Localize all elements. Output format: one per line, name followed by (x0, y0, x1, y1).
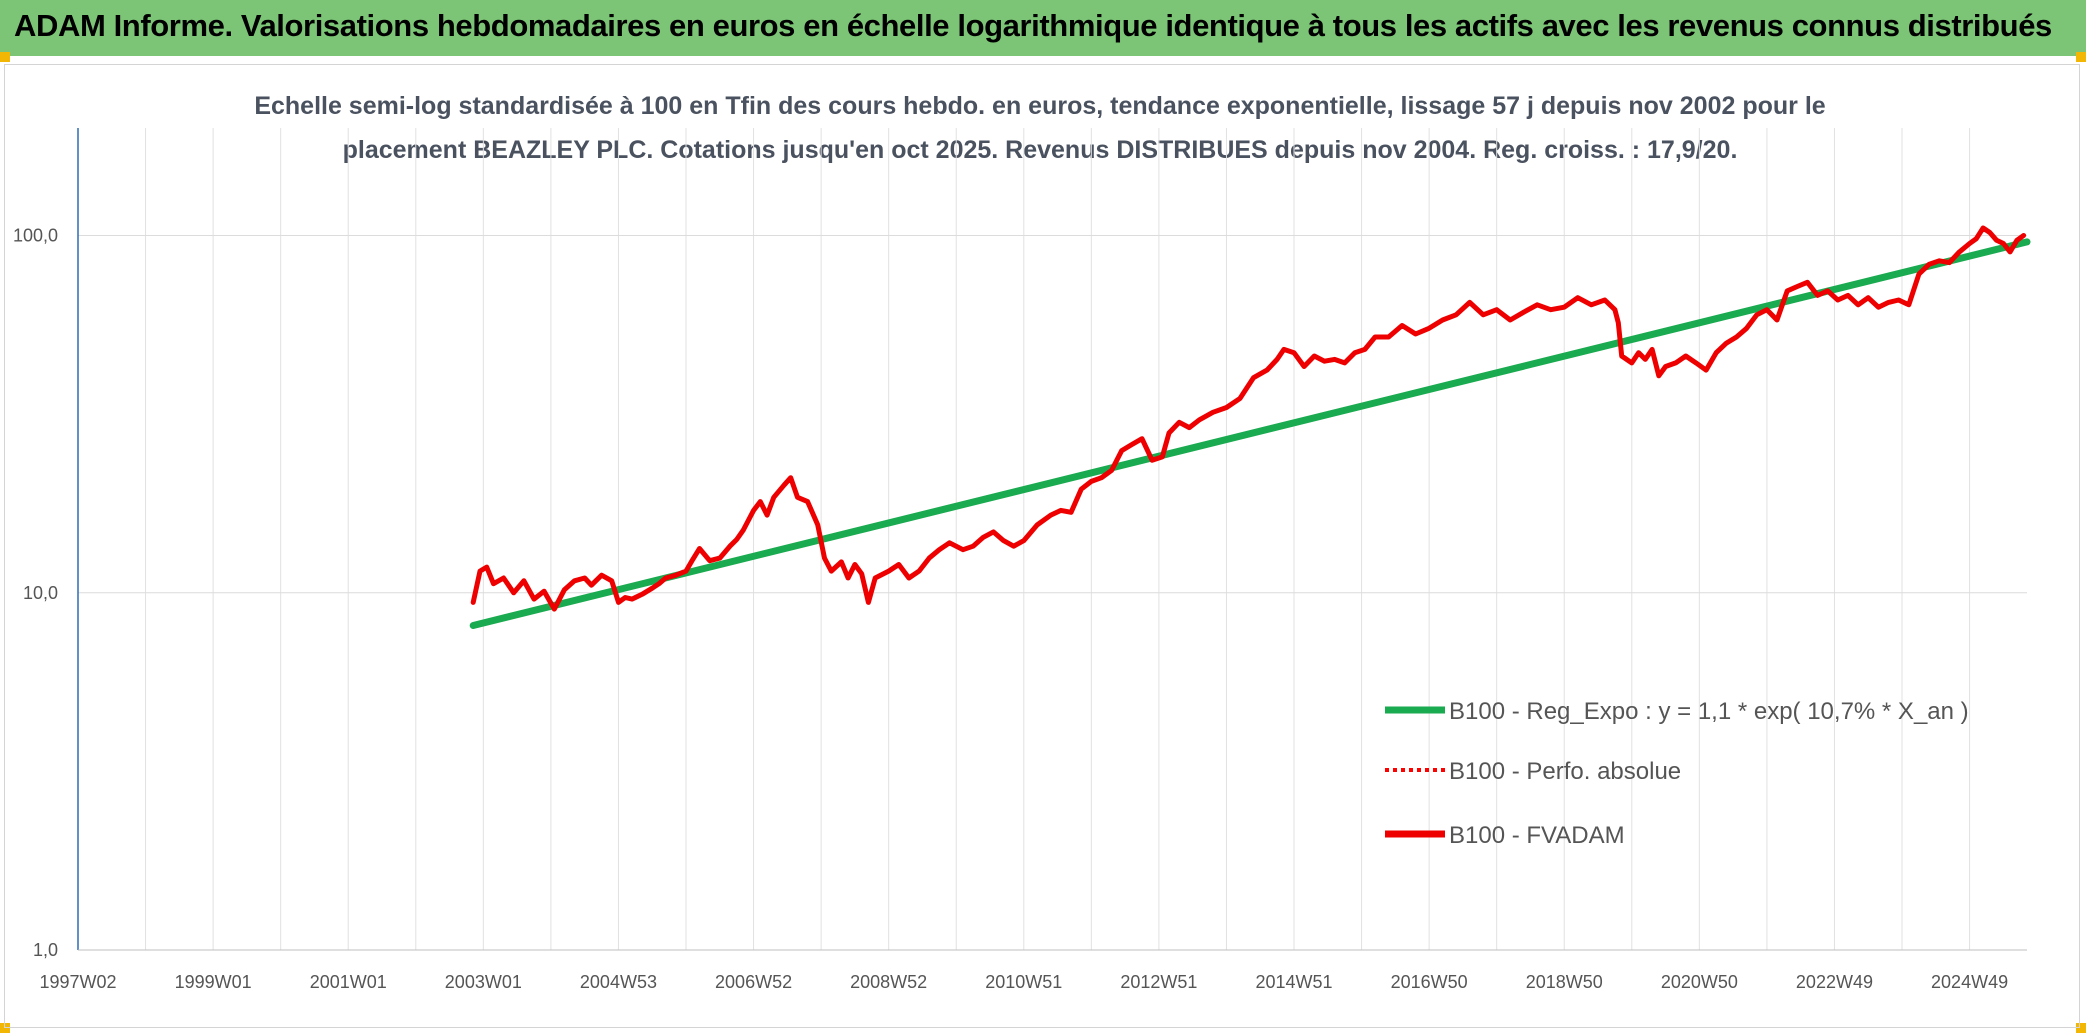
chart-title-line-2: placement BEAZLEY PLC. Cotations jusqu'e… (342, 136, 1738, 164)
x-tick-label: 2003W01 (445, 972, 522, 992)
chart-frame (4, 64, 2080, 1028)
legend-label-perfo-absolue: B100 - Perfo. absolue (1449, 758, 1681, 785)
x-tick-label: 2006W52 (715, 972, 792, 992)
legend-label-fvadam: B100 - FVADAM (1449, 822, 1625, 849)
x-tick-label: 2008W52 (850, 972, 927, 992)
series-line-fvadam (470, 225, 2027, 612)
x-tick-label: 1999W01 (175, 972, 252, 992)
corner-marker-top-left (0, 52, 10, 62)
chart-title-line-1: Echelle semi-log standardisée à 100 en T… (254, 92, 1826, 120)
legend-label-regression: B100 - Reg_Expo : y = 1,1 * exp( 10,7% *… (1449, 698, 1969, 725)
x-tick-label: 2001W01 (310, 972, 387, 992)
x-tick-label: 2018W50 (1526, 972, 1603, 992)
x-tick-label: 2016W50 (1391, 972, 1468, 992)
x-tick-label: 2010W51 (985, 972, 1062, 992)
x-tick-label: 2012W51 (1120, 972, 1197, 992)
y-tick-label: 100,0 (13, 226, 58, 246)
x-tick-label: 2004W53 (580, 972, 657, 992)
x-tick-label: 2020W50 (1661, 972, 1738, 992)
x-tick-label: 2024W49 (1931, 972, 2008, 992)
x-tick-label: 2022W49 (1796, 972, 1873, 992)
report-banner: ADAM Informe. Valorisations hebdomadaire… (0, 0, 2086, 56)
corner-marker-top-right (2076, 52, 2086, 62)
series-line-regression (469, 238, 2031, 629)
corner-marker-bottom-left (0, 1023, 10, 1033)
x-tick-label: 2014W51 (1255, 972, 1332, 992)
x-tick-label: 1997W02 (39, 972, 116, 992)
y-tick-label: 1,0 (33, 940, 58, 960)
chart-title: Echelle semi-log standardisée à 100 en T… (240, 84, 1840, 172)
report-title: ADAM Informe. Valorisations hebdomadaire… (14, 8, 2052, 43)
corner-marker-bottom-right (2076, 1023, 2086, 1033)
y-tick-label: 10,0 (23, 583, 58, 603)
